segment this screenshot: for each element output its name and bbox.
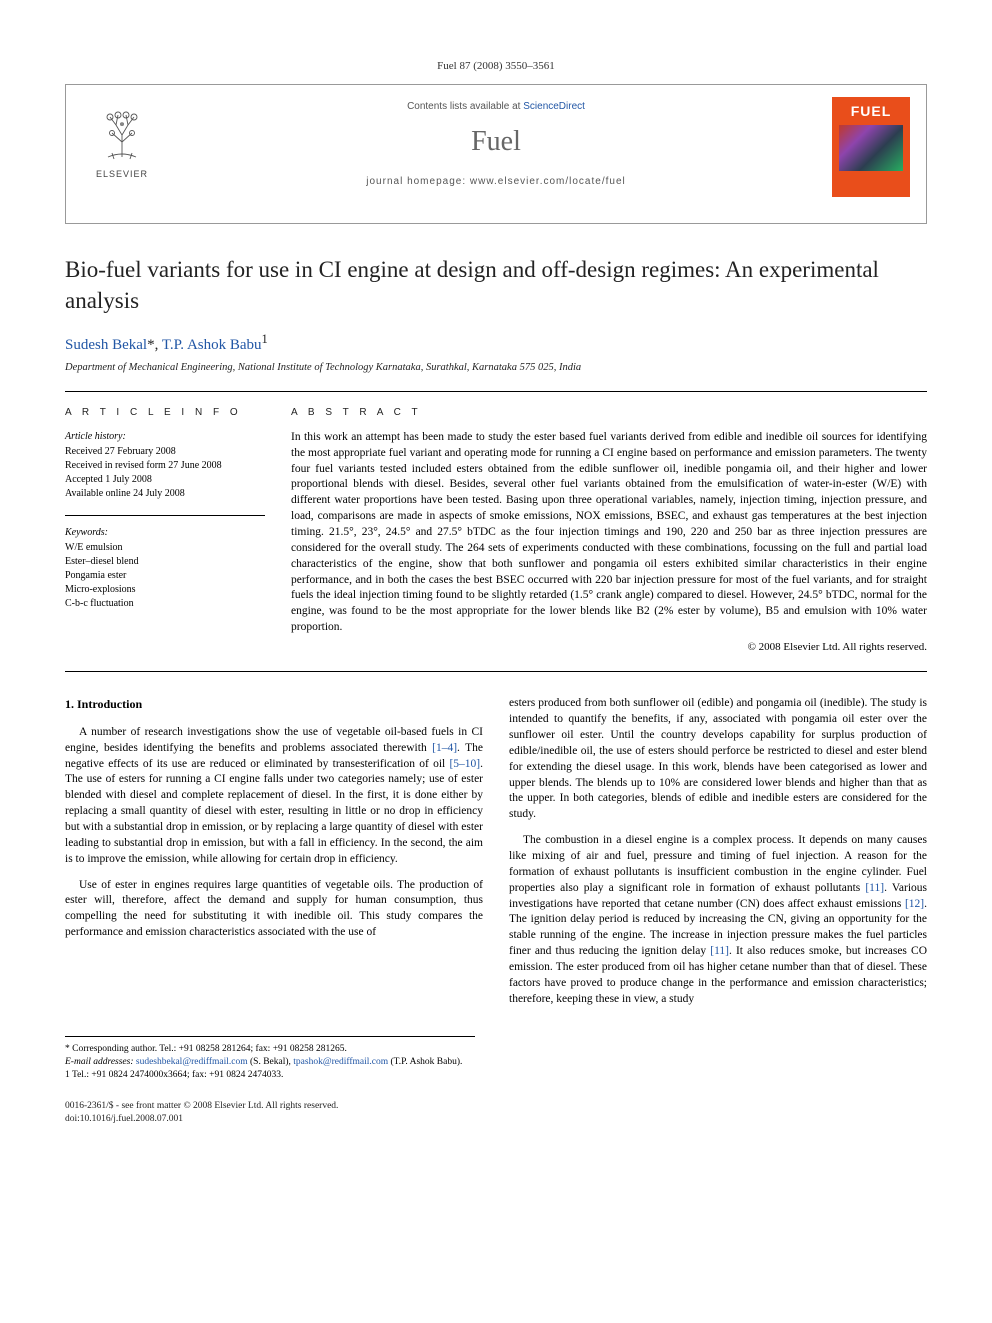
journal-masthead: ELSEVIER Contents lists available at Sci… (65, 84, 927, 224)
keywords-block: Keywords: W/E emulsion Ester–diesel blen… (65, 526, 265, 611)
author2-contact-note: 1 Tel.: +91 0824 2474000x3664; fax: +91 … (65, 1069, 475, 1082)
keyword: Micro-explosions (65, 583, 265, 597)
history-line: Received 27 February 2008 (65, 445, 265, 459)
author-line: Sudesh Bekal*, T.P. Ashok Babu1 (65, 332, 927, 354)
article-info-label: A R T I C L E I N F O (65, 406, 265, 420)
affiliation: Department of Mechanical Engineering, Na… (65, 362, 927, 373)
keyword: C-b-c fluctuation (65, 597, 265, 611)
text-run: A number of research investigations show… (65, 726, 483, 754)
fuel-cover-thumbnail: FUEL (832, 97, 910, 197)
article-history-block: Article history: Received 27 February 20… (65, 430, 265, 501)
running-head: Fuel 87 (2008) 3550–3561 (0, 0, 992, 72)
citation-link[interactable]: [1–4] (432, 742, 457, 754)
contents-prefix: Contents lists available at (407, 101, 523, 112)
contents-available-line: Contents lists available at ScienceDirec… (82, 101, 910, 112)
divider-top (65, 391, 927, 392)
journal-center: Contents lists available at ScienceDirec… (82, 97, 910, 187)
author2-sup: 1 (262, 332, 268, 346)
info-divider (65, 515, 265, 516)
history-line: Received in revised form 27 June 2008 (65, 459, 265, 473)
body-columns: 1. Introduction A number of research inv… (65, 696, 927, 1017)
article-title: Bio-fuel variants for use in CI engine a… (65, 254, 927, 316)
keywords-heading: Keywords: (65, 526, 265, 540)
body-paragraph: Use of ester in engines requires large q… (65, 878, 483, 941)
corr-mark: * (147, 337, 155, 353)
text-run: . The use of esters for running a CI eng… (65, 758, 483, 865)
page-footer: 0016-2361/$ - see front matter © 2008 El… (65, 1100, 927, 1126)
body-col-right: esters produced from both sunflower oil … (509, 696, 927, 1017)
citation-link[interactable]: [12] (905, 898, 924, 910)
keyword: Ester–diesel blend (65, 555, 265, 569)
body-col-left: 1. Introduction A number of research inv… (65, 696, 483, 1017)
article-info: A R T I C L E I N F O Article history: R… (65, 406, 265, 655)
journal-homepage-line: journal homepage: www.elsevier.com/locat… (82, 176, 910, 187)
keyword: W/E emulsion (65, 541, 265, 555)
citation-link[interactable]: [11] (710, 945, 729, 957)
abstract: A B S T R A C T In this work an attempt … (291, 406, 927, 655)
corr-author-note: * Corresponding author. Tel.: +91 08258 … (65, 1043, 475, 1056)
body-paragraph: The combustion in a diesel engine is a c… (509, 833, 927, 1007)
email-link[interactable]: tpashok@rediffmail.com (293, 1057, 388, 1067)
email-who: (T.P. Ashok Babu). (388, 1057, 462, 1067)
elsevier-logo: ELSEVIER (82, 97, 162, 197)
email-who: (S. Bekal), (248, 1057, 294, 1067)
abstract-body: In this work an attempt has been made to… (291, 430, 927, 636)
body-paragraph: esters produced from both sunflower oil … (509, 696, 927, 823)
email-link[interactable]: sudeshbekal@rediffmail.com (136, 1057, 248, 1067)
elsevier-tree-icon (88, 97, 156, 165)
email-label: E-mail addresses: (65, 1057, 136, 1067)
fuel-cover-art-icon (839, 125, 903, 171)
section-heading: 1. Introduction (65, 696, 483, 713)
body-paragraph: A number of research investigations show… (65, 725, 483, 868)
author-link-1[interactable]: Sudesh Bekal (65, 337, 147, 353)
author-link-2[interactable]: T.P. Ashok Babu (162, 337, 262, 353)
footnotes: * Corresponding author. Tel.: +91 08258 … (65, 1036, 475, 1083)
keyword: Pongamia ester (65, 569, 265, 583)
fuel-cover-label: FUEL (851, 103, 892, 119)
citation-link[interactable]: [5–10] (449, 758, 480, 770)
info-abstract-row: A R T I C L E I N F O Article history: R… (65, 406, 927, 655)
citation-link[interactable]: [11] (865, 882, 884, 894)
journal-name: Fuel (82, 126, 910, 158)
elsevier-label: ELSEVIER (96, 169, 148, 179)
history-line: Available online 24 July 2008 (65, 487, 265, 501)
abstract-label: A B S T R A C T (291, 406, 927, 420)
divider-bottom (65, 671, 927, 672)
history-heading: Article history: (65, 430, 265, 444)
homepage-label: journal homepage: (366, 176, 470, 187)
homepage-url: www.elsevier.com/locate/fuel (470, 176, 626, 187)
sciencedirect-link[interactable]: ScienceDirect (523, 101, 585, 112)
abstract-copyright: © 2008 Elsevier Ltd. All rights reserved… (291, 640, 927, 655)
doi-line: doi:10.1016/j.fuel.2008.07.001 (65, 1113, 927, 1126)
history-line: Accepted 1 July 2008 (65, 473, 265, 487)
email-line: E-mail addresses: sudeshbekal@rediffmail… (65, 1056, 475, 1069)
footer-line: 0016-2361/$ - see front matter © 2008 El… (65, 1100, 927, 1113)
